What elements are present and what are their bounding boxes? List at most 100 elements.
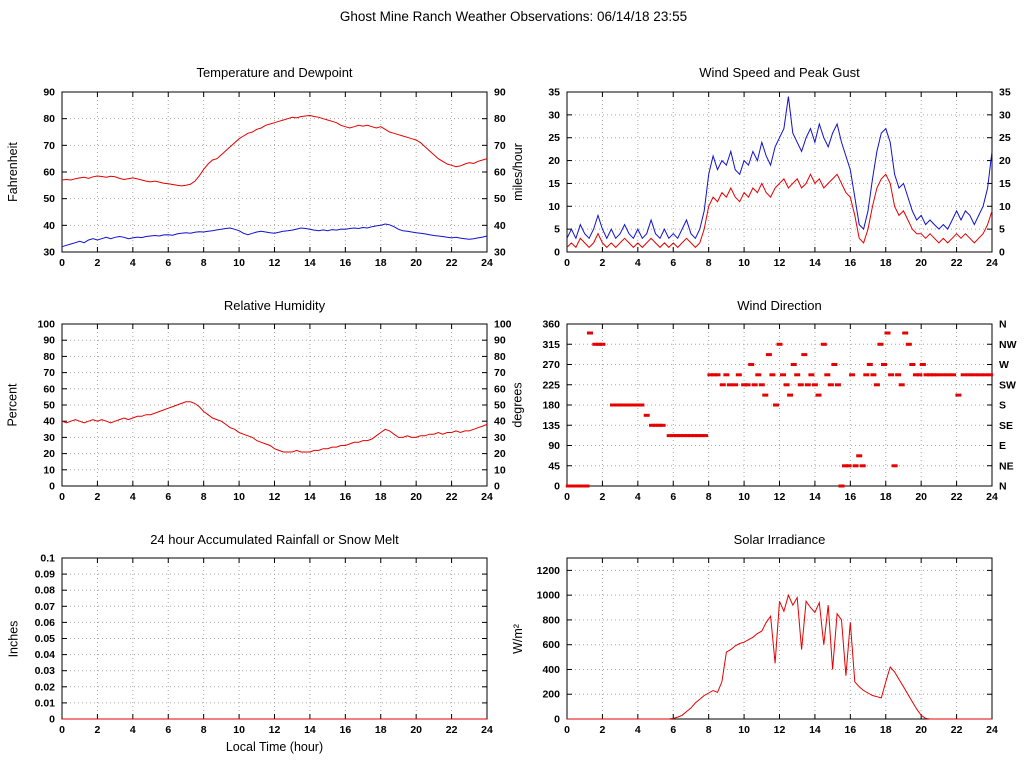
chart-title-solar-irradiance: Solar Irradiance — [733, 532, 826, 547]
svg-text:20: 20 — [410, 257, 422, 269]
svg-text:6: 6 — [670, 724, 676, 736]
svg-text:22: 22 — [446, 257, 458, 269]
svg-text:8: 8 — [201, 491, 207, 503]
svg-text:0: 0 — [554, 247, 560, 259]
svg-text:35: 35 — [999, 87, 1011, 99]
svg-text:14: 14 — [304, 491, 316, 503]
svg-text:4: 4 — [130, 724, 136, 736]
svg-text:10: 10 — [738, 257, 750, 269]
svg-text:90: 90 — [43, 87, 55, 99]
svg-text:8: 8 — [201, 724, 207, 736]
svg-text:10: 10 — [738, 724, 750, 736]
svg-text:10: 10 — [43, 464, 55, 476]
svg-text:2: 2 — [94, 491, 100, 503]
svg-text:30: 30 — [43, 247, 55, 259]
svg-text:0.09: 0.09 — [35, 569, 56, 581]
svg-text:0: 0 — [49, 714, 55, 726]
svg-text:40: 40 — [494, 220, 506, 232]
svg-text:30: 30 — [548, 109, 560, 121]
svg-text:0: 0 — [554, 714, 560, 726]
svg-text:0: 0 — [999, 247, 1005, 259]
svg-text:60: 60 — [494, 383, 506, 395]
svg-text:10: 10 — [738, 491, 750, 503]
svg-text:12: 12 — [269, 491, 281, 503]
svg-text:24: 24 — [986, 491, 998, 503]
svg-text:W: W — [999, 359, 1009, 371]
svg-text:40: 40 — [43, 416, 55, 428]
svg-text:270: 270 — [542, 359, 560, 371]
svg-text:40: 40 — [43, 220, 55, 232]
svg-text:90: 90 — [494, 87, 506, 99]
svg-text:14: 14 — [809, 491, 821, 503]
svg-text:6: 6 — [670, 491, 676, 503]
svg-text:N: N — [999, 481, 1007, 493]
svg-text:16: 16 — [844, 724, 856, 736]
svg-text:12: 12 — [269, 724, 281, 736]
svg-text:NE: NE — [999, 460, 1014, 472]
svg-text:50: 50 — [494, 193, 506, 205]
svg-text:16: 16 — [339, 491, 351, 503]
svg-text:70: 70 — [43, 367, 55, 379]
svg-text:0: 0 — [564, 257, 570, 269]
svg-text:180: 180 — [542, 400, 560, 412]
svg-text:12: 12 — [774, 491, 786, 503]
x-axis-label-local-time: Local Time (hour) — [225, 740, 324, 754]
svg-text:0.03: 0.03 — [35, 665, 56, 677]
svg-text:4: 4 — [635, 257, 641, 269]
svg-text:6: 6 — [165, 491, 171, 503]
svg-text:2: 2 — [94, 257, 100, 269]
svg-text:30: 30 — [999, 109, 1011, 121]
svg-text:0: 0 — [564, 491, 570, 503]
svg-text:22: 22 — [446, 491, 458, 503]
svg-text:0.08: 0.08 — [35, 585, 56, 597]
svg-text:2: 2 — [599, 724, 605, 736]
svg-text:0: 0 — [564, 724, 570, 736]
chart-wind-direction: Wind Direction degrees 0 2 4 6 8 10 12 14 16 18 20… — [505, 288, 1027, 516]
svg-text:2: 2 — [94, 724, 100, 736]
svg-text:80: 80 — [43, 113, 55, 125]
svg-text:80: 80 — [494, 351, 506, 363]
rainfall-plot: 0 2 4 6 8 10 12 14 16 18 20 22 2400.010.020.030.040.… — [35, 553, 493, 737]
svg-text:10: 10 — [494, 464, 506, 476]
svg-text:100: 100 — [37, 319, 55, 331]
svg-text:0.06: 0.06 — [35, 617, 56, 629]
svg-text:5: 5 — [999, 224, 1005, 236]
svg-text:0: 0 — [494, 481, 500, 493]
svg-text:30: 30 — [494, 247, 506, 259]
svg-text:NW: NW — [999, 339, 1017, 351]
svg-text:1200: 1200 — [537, 565, 561, 577]
svg-text:14: 14 — [304, 257, 316, 269]
svg-text:0.04: 0.04 — [35, 649, 56, 661]
svg-text:15: 15 — [999, 178, 1011, 190]
svg-text:30: 30 — [494, 432, 506, 444]
chart-title-temperature-dewpoint: Temperature and Dewpoint — [196, 65, 353, 80]
svg-text:8: 8 — [706, 724, 712, 736]
svg-text:30: 30 — [43, 432, 55, 444]
svg-text:14: 14 — [809, 724, 821, 736]
svg-text:6: 6 — [165, 724, 171, 736]
svg-text:600: 600 — [542, 639, 560, 651]
svg-text:70: 70 — [494, 367, 506, 379]
svg-text:4: 4 — [635, 724, 641, 736]
svg-text:N: N — [999, 319, 1007, 331]
svg-text:10: 10 — [233, 724, 245, 736]
svg-text:10: 10 — [233, 257, 245, 269]
svg-text:0.02: 0.02 — [35, 681, 56, 693]
svg-text:14: 14 — [809, 257, 821, 269]
svg-text:16: 16 — [844, 257, 856, 269]
svg-text:22: 22 — [951, 491, 963, 503]
svg-text:1000: 1000 — [537, 590, 561, 602]
page-title: Ghost Mine Ranch Weather Observations: 0… — [339, 9, 688, 24]
svg-text:20: 20 — [915, 724, 927, 736]
svg-text:12: 12 — [269, 257, 281, 269]
svg-text:0: 0 — [59, 257, 65, 269]
chart-solar-irradiance: Solar Irradiance W/m² 0 2 4 6 8 10 12 14 16 18 20 2… — [505, 522, 1027, 772]
svg-text:2: 2 — [599, 257, 605, 269]
svg-text:360: 360 — [542, 319, 560, 331]
svg-text:20: 20 — [43, 448, 55, 460]
svg-text:80: 80 — [43, 351, 55, 363]
svg-text:0: 0 — [59, 491, 65, 503]
